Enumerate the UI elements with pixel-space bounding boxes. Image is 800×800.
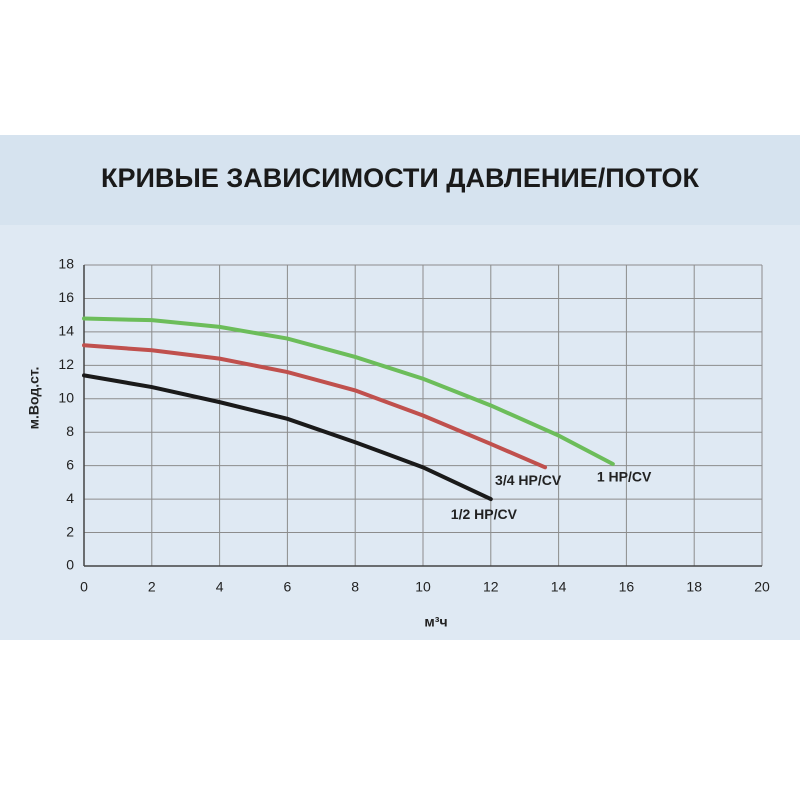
y-tick-label: 6 [66, 456, 74, 472]
series-line [82, 343, 548, 470]
y-tick-label: 18 [58, 256, 74, 272]
y-tick-label: 14 [58, 323, 74, 339]
series-label: 1 HP/CV [597, 469, 652, 485]
x-tick-label: 18 [686, 579, 702, 595]
title-band [0, 135, 800, 225]
x-tick-label: 6 [284, 579, 292, 595]
x-tick-label: 0 [80, 579, 88, 595]
y-tick-label: 0 [66, 557, 74, 573]
x-tick-label: 16 [619, 579, 635, 595]
x-tick-label: 2 [148, 579, 156, 595]
y-tick-label: 4 [66, 490, 74, 506]
series-label: 3/4 HP/CV [495, 472, 562, 488]
series-label: 1/2 HP/CV [451, 506, 518, 522]
y-tick-label: 8 [66, 423, 74, 439]
series-line [82, 373, 493, 502]
x-tick-label: 20 [754, 579, 770, 595]
series-line [82, 316, 615, 466]
x-tick-label: 10 [415, 579, 431, 595]
x-axis-title: м³ч [424, 614, 447, 630]
y-tick-label: 10 [58, 389, 74, 405]
x-tick-label: 4 [216, 579, 224, 595]
y-axis-title: м.Вод.ст. [26, 367, 42, 430]
y-tick-label: 16 [58, 289, 74, 305]
x-tick-label: 14 [551, 579, 567, 595]
x-tick-label: 8 [351, 579, 359, 595]
chart-title: КРИВЫЕ ЗАВИСИМОСТИ ДАВЛЕНИЕ/ПОТОК [101, 163, 699, 193]
y-tick-label: 2 [66, 523, 74, 539]
x-tick-label: 12 [483, 579, 499, 595]
y-tick-label: 12 [58, 356, 74, 372]
